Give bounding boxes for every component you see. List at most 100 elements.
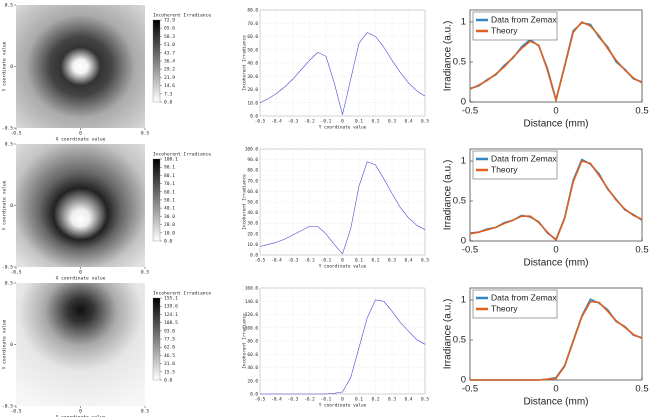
legend-box: [472, 11, 558, 41]
y-tick-label: 90.0: [247, 157, 258, 163]
colorbar-tick-label: 0.0: [164, 100, 173, 106]
x-tick-label: 0.5: [141, 270, 150, 276]
x-tick-label: -0.2: [304, 397, 315, 403]
x-tick-label: 0: [79, 131, 82, 137]
legend-label: Theory: [491, 25, 518, 35]
y-tick-label: 0: [10, 342, 13, 348]
x-tick-label: 0: [341, 397, 344, 403]
y-tick-label: 1: [461, 156, 466, 167]
y-tick-label: 0.5: [5, 281, 14, 287]
colorbar-tick-label: 155.1: [164, 296, 178, 302]
x-tick-label: 0.3: [388, 119, 396, 125]
y-tick-label: 140.0: [245, 299, 259, 305]
y-tick-label: 70.0: [247, 21, 258, 27]
x-tick-label: -0.2: [304, 119, 315, 125]
x-tick-label: 0.2: [372, 119, 380, 125]
x-axis-label: Distance (mm): [523, 119, 588, 130]
colorbar-tick-label: 108.5: [164, 320, 178, 326]
y-tick-label: 0.5: [453, 57, 466, 68]
x-axis-label: X coordinate value: [56, 276, 106, 282]
x-axis-label: Distance (mm): [523, 258, 588, 269]
colorbar-tick-label: 0.0: [164, 239, 173, 245]
y-tick-label: 60.0: [247, 189, 258, 195]
y-tick-label: 40.0: [247, 365, 258, 371]
series-line: [259, 32, 426, 115]
y-tick-label: 60.0: [247, 34, 258, 40]
x-tick-label: -0.2: [304, 258, 315, 264]
colorbar-tick-label: 100.1: [164, 157, 178, 163]
colorbar: [152, 297, 161, 381]
x-tick-label: 0.5: [635, 245, 648, 256]
y-tick-label: 0.5: [5, 142, 14, 148]
colorbar-tick-label: 72.9: [164, 18, 175, 24]
x-tick-label: -0.5: [10, 409, 21, 415]
colorbar-tick-label: 43.7: [164, 50, 175, 56]
y-tick-label: 80.0: [247, 168, 258, 174]
x-tick-label: 0.4: [405, 397, 413, 403]
y-tick-label: 120.0: [245, 312, 259, 318]
x-tick-label: 0: [341, 119, 344, 125]
x-tick-label: -0.4: [271, 119, 282, 125]
colorbar-title: Incoherent Irradiance: [153, 13, 211, 19]
x-tick-label: 0.3: [388, 397, 396, 403]
x-tick-label: -0.4: [271, 258, 282, 264]
colorbar-tick-label: 46.5: [164, 353, 175, 359]
x-axis-label: X coordinate value: [56, 415, 106, 417]
x-tick-label: 0.1: [355, 258, 363, 264]
x-tick-label: 0.5: [421, 119, 429, 125]
y-tick-label: 100.0: [245, 147, 259, 153]
x-tick-label: 0: [79, 409, 82, 415]
x-axis-label: Distance (mm): [523, 397, 588, 408]
x-axis-label: Y coordinate value: [319, 125, 367, 131]
colorbar-tick-label: 31.0: [164, 361, 175, 367]
x-tick-label: 0: [341, 258, 344, 264]
y-tick-label: -0.5: [2, 265, 13, 271]
colorbar-tick-label: 30.0: [164, 214, 175, 220]
y-axis-label: Irradiance (a.u.): [443, 299, 454, 370]
x-tick-label: -0.3: [288, 119, 299, 125]
x-tick-label: 0: [79, 270, 82, 276]
colorbar: [152, 19, 161, 103]
y-tick-label: 0: [461, 97, 466, 108]
series-line: [469, 21, 643, 102]
colorbar-tick-label: 20.0: [164, 222, 175, 228]
y-axis-label: Irradiance (a.u.): [443, 21, 454, 92]
x-tick-label: -0.3: [288, 258, 299, 264]
y-tick-label: 70.0: [247, 178, 258, 184]
y-axis-label: Y coordinate value: [2, 180, 8, 230]
y-tick-label: 0.0: [250, 114, 258, 120]
x-tick-label: 0.5: [421, 397, 429, 403]
colorbar-tick-label: 80.1: [164, 173, 175, 179]
y-tick-label: 0: [10, 64, 13, 70]
colorbar-tick-label: 77.5: [164, 337, 175, 343]
colorbar-tick-label: 60.1: [164, 189, 175, 195]
legend-box: [472, 289, 558, 319]
series-line: [470, 300, 643, 381]
legend-box: [472, 150, 558, 180]
y-tick-label: 80.0: [247, 8, 258, 14]
legend-label: Theory: [491, 303, 518, 313]
x-tick-label: -0.4: [271, 397, 282, 403]
colorbar-tick-label: 14.6: [164, 83, 175, 89]
x-tick-label: 0.2: [372, 258, 380, 264]
y-axis-label: Incoherent Irradiance: [242, 313, 248, 369]
colorbar-tick-label: 36.4: [164, 59, 175, 65]
colorbar-tick-label: 58.3: [164, 34, 175, 40]
y-tick-label: 1: [461, 17, 466, 28]
x-tick-label: 0.5: [141, 409, 150, 415]
y-tick-label: 40.0: [247, 61, 258, 67]
colorbar-tick-label: 40.1: [164, 206, 175, 212]
colorbar-title: Incoherent Irradiance: [153, 152, 211, 158]
series-line: [259, 161, 426, 255]
colorbar: [152, 158, 161, 242]
heatmap-image: [16, 144, 145, 267]
series-line: [260, 299, 426, 395]
x-tick-label: 0: [553, 384, 558, 395]
y-tick-label: -0.5: [2, 404, 13, 410]
colorbar-title: Incoherent Irradiance: [153, 291, 211, 297]
colorbar-tick-label: 70.1: [164, 181, 175, 187]
colorbar-tick-label: 124.1: [164, 312, 178, 318]
x-tick-label: 0.5: [421, 258, 429, 264]
heatmap-image: [16, 283, 145, 406]
